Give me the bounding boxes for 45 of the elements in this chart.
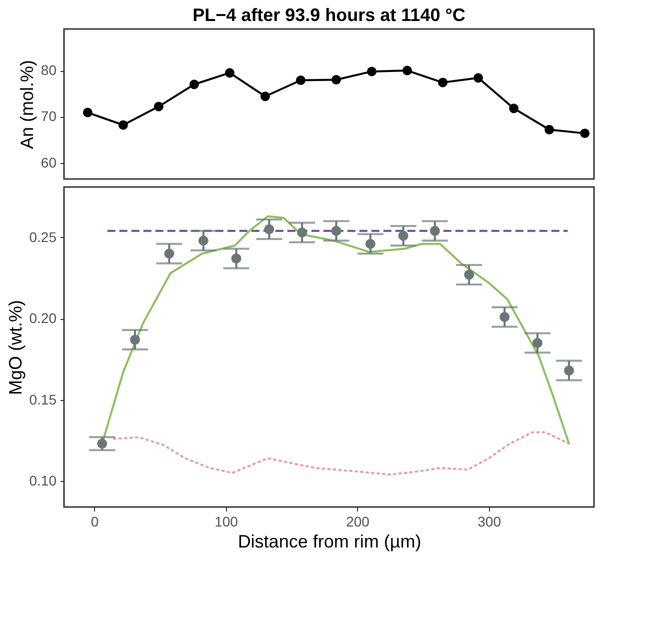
x-tick-label: 200 [346,514,370,530]
point [532,338,542,348]
point [198,236,208,246]
point [296,75,306,85]
y-tick-label: 70 [40,108,57,124]
point [367,66,376,76]
y-tick-label: 60 [40,154,57,170]
y-tick-label: 0.20 [29,310,57,326]
point [474,73,484,83]
y-tick-label: 0.25 [29,228,57,245]
point [430,226,440,236]
point [231,253,242,264]
point [118,120,128,130]
x-tick-label: 300 [478,514,502,530]
chart-title: PL−4 after 93.9 hours at 1140 °C [192,5,466,25]
point [365,238,376,249]
point [500,312,510,322]
point [331,226,342,236]
point [564,366,574,376]
point [580,128,590,138]
point [438,78,448,88]
point [154,102,164,112]
point [264,224,274,234]
x-axis-title: Distance from rim (µm) [238,532,422,552]
y-tick-label: 0.15 [29,391,57,408]
x-tick-label: 100 [214,514,238,530]
y-tick-label: 80 [40,62,57,78]
point [189,80,199,90]
point [82,108,92,118]
x-tick-label: 0 [90,514,99,530]
point [398,230,408,241]
point [331,75,341,85]
point [224,68,234,78]
point [97,438,108,449]
point [402,66,412,76]
point [544,124,554,134]
y-axis-title: MgO (wt.%) [5,300,26,396]
y-tick-label: 0.10 [29,472,57,489]
point [260,92,270,102]
point [164,248,174,259]
y-axis-title: An (mol.%) [16,60,37,150]
point [509,104,519,114]
point [464,270,474,280]
point [297,227,308,238]
point [130,334,140,345]
